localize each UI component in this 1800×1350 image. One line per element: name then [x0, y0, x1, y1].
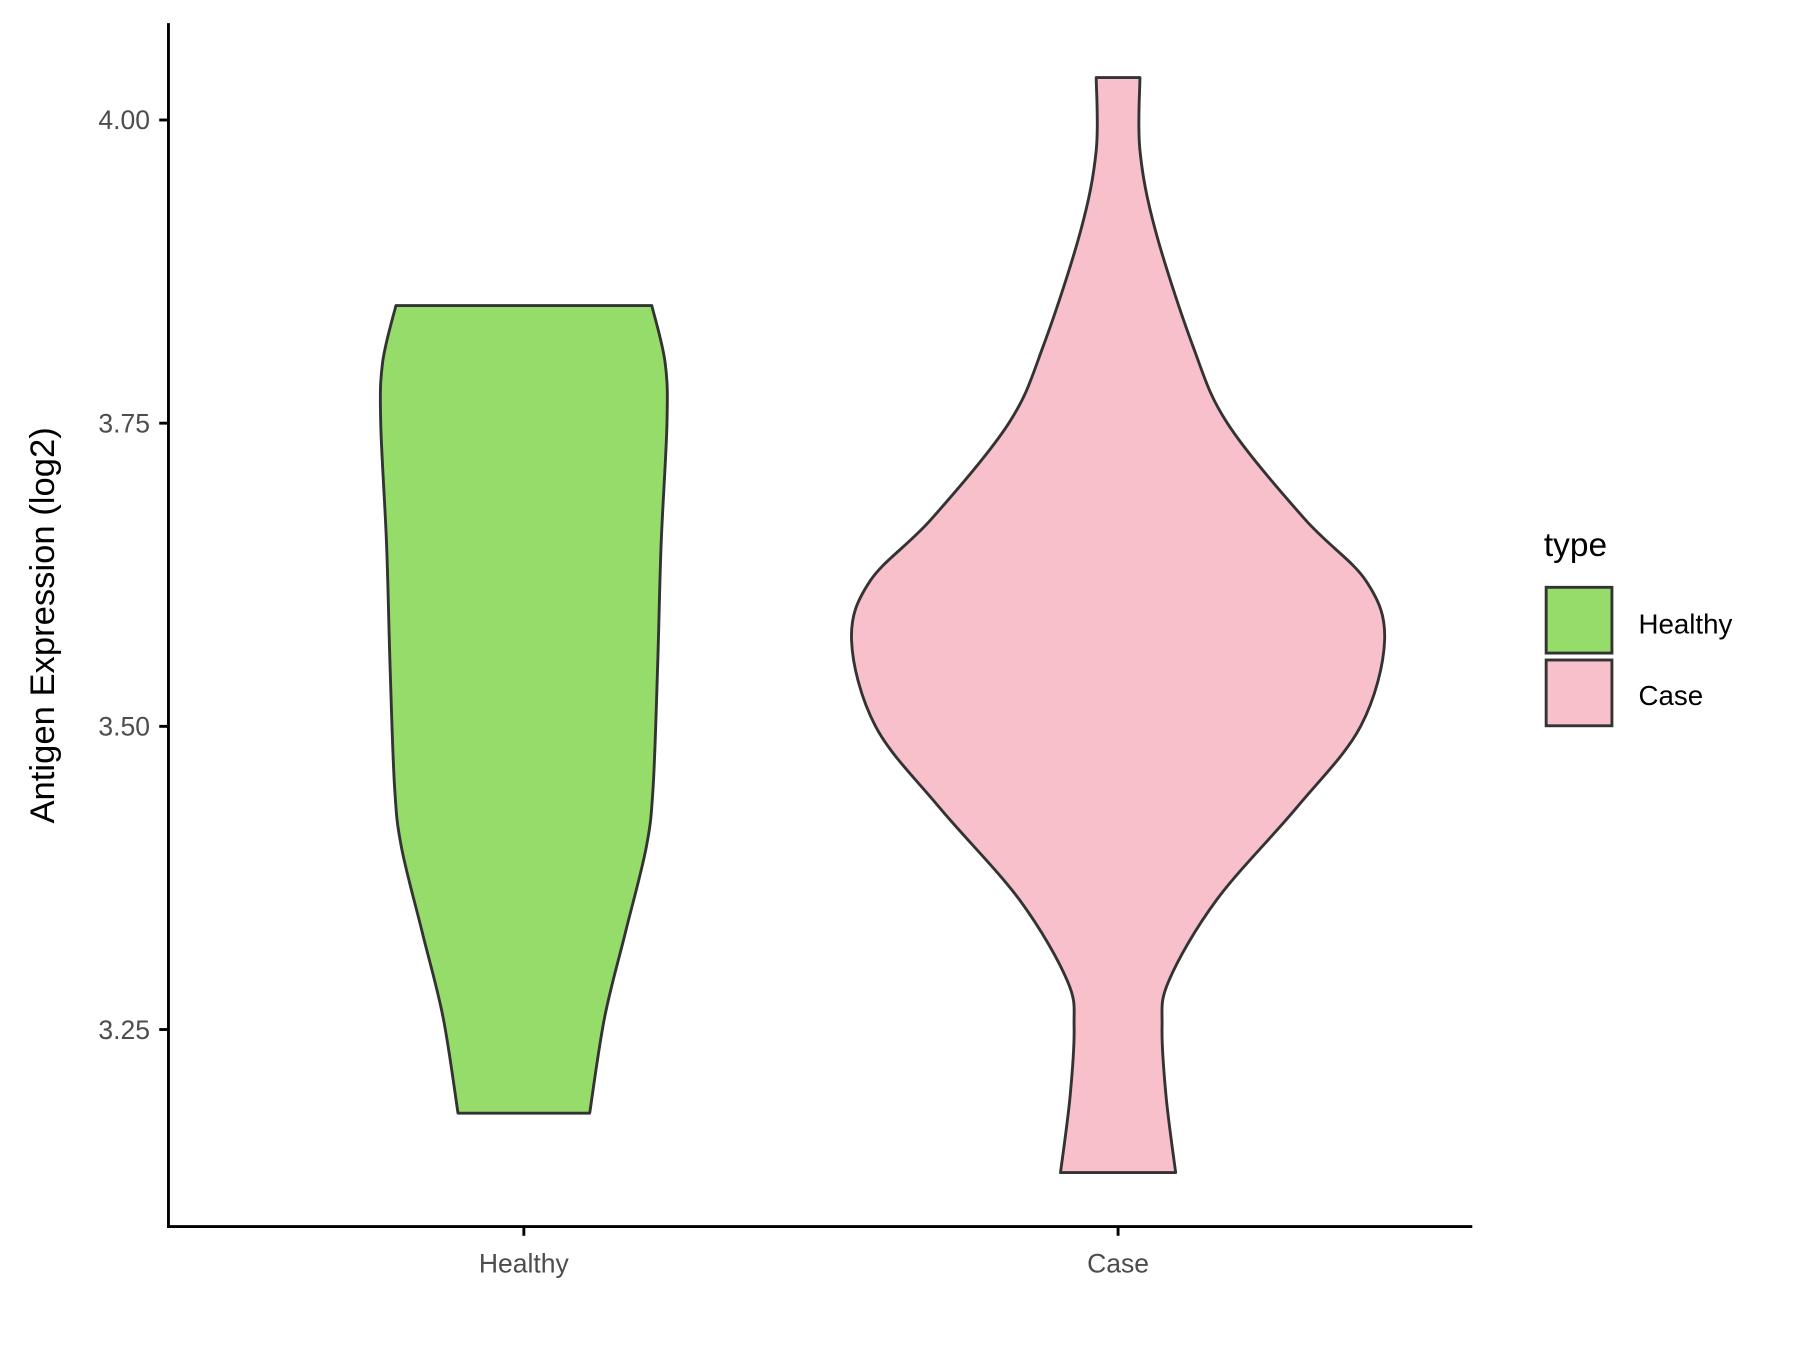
violin-case	[850, 76, 1387, 1175]
violins	[378, 76, 1387, 1175]
y-axis-title: Antigen Expression (log2)	[24, 427, 62, 823]
y-tick-label: 3.25	[98, 1015, 150, 1045]
y-tick-label: 3.75	[98, 408, 150, 438]
x-tick-label-case: Case	[1087, 1249, 1149, 1279]
legend-key-healthy	[1544, 585, 1614, 655]
x-tick-label-healthy: Healthy	[479, 1249, 570, 1279]
legend-label-case: Case	[1638, 680, 1703, 711]
legend: type Healthy Case	[1544, 527, 1732, 728]
x-ticks: Healthy Case	[479, 1226, 1149, 1279]
violin-healthy	[378, 304, 669, 1115]
y-ticks: 3.25 3.50 3.75 4.00	[98, 105, 169, 1045]
legend-key-case	[1544, 658, 1614, 728]
legend-title: type	[1544, 527, 1607, 564]
legend-label-healthy: Healthy	[1638, 608, 1732, 639]
y-tick-label: 4.00	[98, 105, 150, 135]
y-tick-label: 3.50	[98, 712, 150, 742]
